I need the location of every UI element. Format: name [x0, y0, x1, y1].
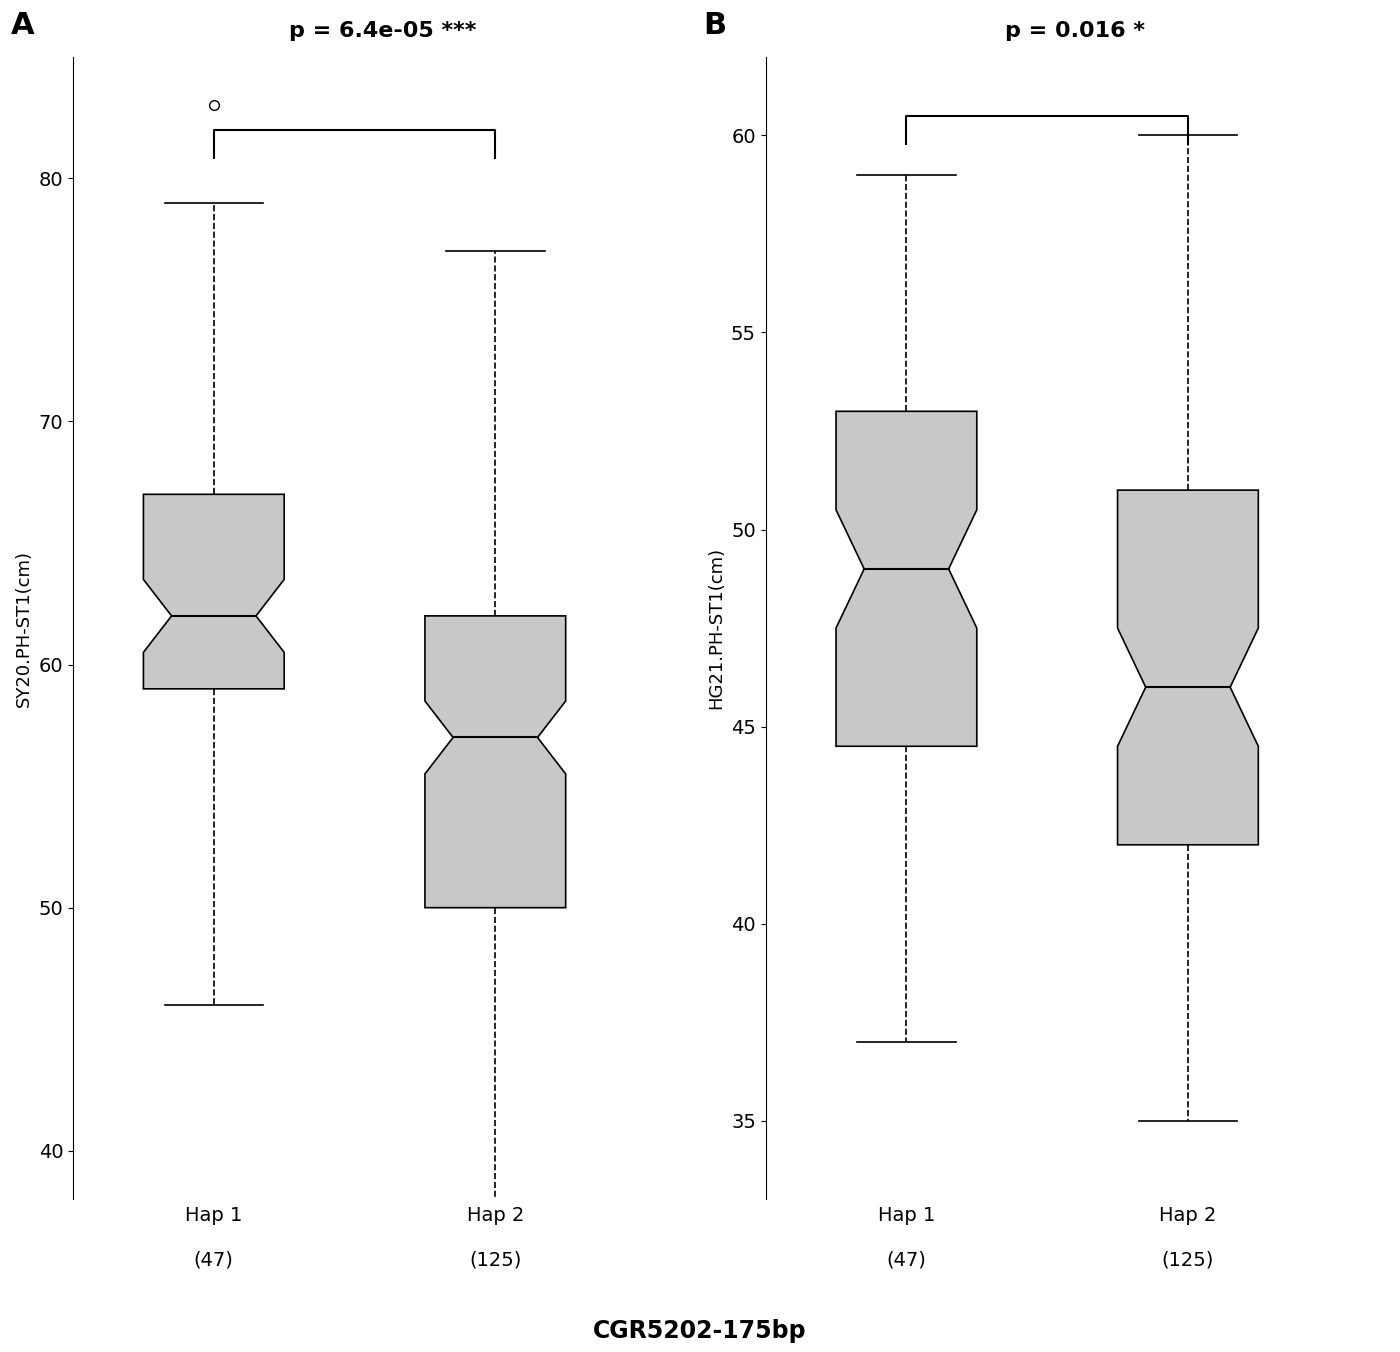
Title: p = 6.4e-05 ***: p = 6.4e-05 *** [288, 22, 476, 41]
Text: A: A [11, 11, 35, 41]
Polygon shape [1117, 491, 1259, 845]
Polygon shape [426, 617, 566, 907]
Title: p = 0.016 *: p = 0.016 * [1005, 22, 1145, 41]
Y-axis label: HG21.PH-ST1(cm): HG21.PH-ST1(cm) [707, 548, 725, 708]
Polygon shape [836, 411, 977, 746]
Y-axis label: SY20.PH-ST1(cm): SY20.PH-ST1(cm) [15, 549, 34, 707]
Polygon shape [143, 495, 284, 688]
Text: CGR5202-175bp: CGR5202-175bp [594, 1320, 806, 1344]
Text: B: B [704, 11, 727, 41]
